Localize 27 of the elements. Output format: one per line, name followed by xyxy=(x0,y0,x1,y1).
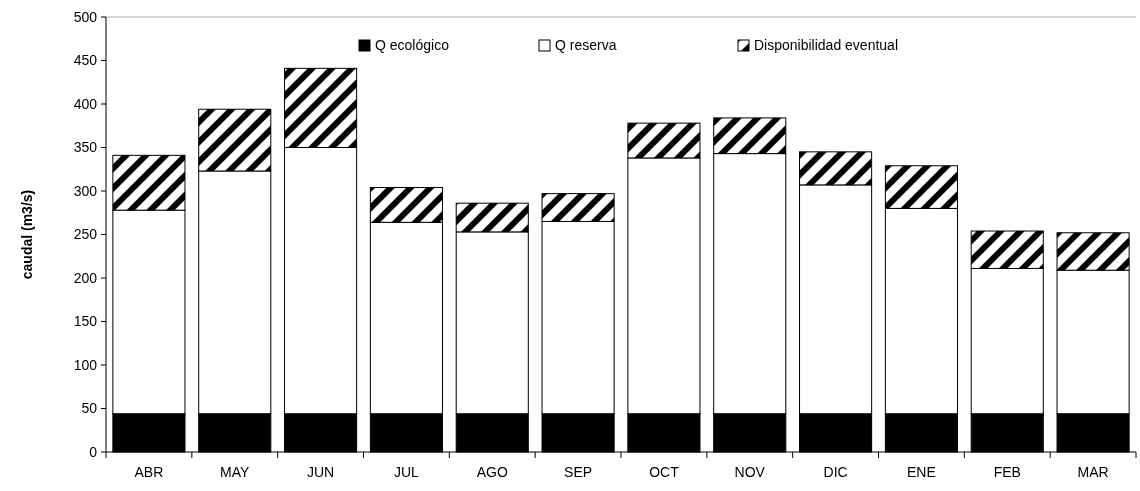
y-axis-title: caudal (m3/s) xyxy=(19,189,35,280)
y-tick-label: 500 xyxy=(73,8,98,25)
legend-label: Q ecológico xyxy=(375,37,450,53)
x-tick-label: SEP xyxy=(564,464,593,480)
y-tick-label: 100 xyxy=(73,356,98,373)
y-tick-label: 150 xyxy=(73,313,98,330)
y-tick-label: 400 xyxy=(73,95,98,112)
y-tick-label: 350 xyxy=(73,139,98,156)
y-tick-label: 450 xyxy=(73,52,98,69)
x-tick-label: JUL xyxy=(393,464,420,480)
y-tick-label: 200 xyxy=(73,269,98,286)
y-tick-label: 0 xyxy=(89,443,98,460)
x-tick-label: ABR xyxy=(134,464,164,480)
y-tick-label: 250 xyxy=(73,226,98,243)
x-tick-label: ENE xyxy=(907,464,936,480)
x-tick-label: MAR xyxy=(1077,464,1109,480)
legend-label: Disponibilidad eventual xyxy=(754,37,898,53)
x-tick-label: OCT xyxy=(649,464,680,480)
x-tick-label: JUN xyxy=(306,464,335,480)
y-tick-label: 50 xyxy=(81,400,98,417)
x-tick-label: FEB xyxy=(993,464,1021,480)
legend-label: Q reserva xyxy=(555,37,617,53)
x-tick-label: MAY xyxy=(220,464,251,480)
x-tick-label: AGO xyxy=(476,464,508,480)
x-tick-label: NOV xyxy=(734,464,766,480)
y-tick-label: 300 xyxy=(73,182,98,199)
x-tick-label: DIC xyxy=(823,464,848,480)
